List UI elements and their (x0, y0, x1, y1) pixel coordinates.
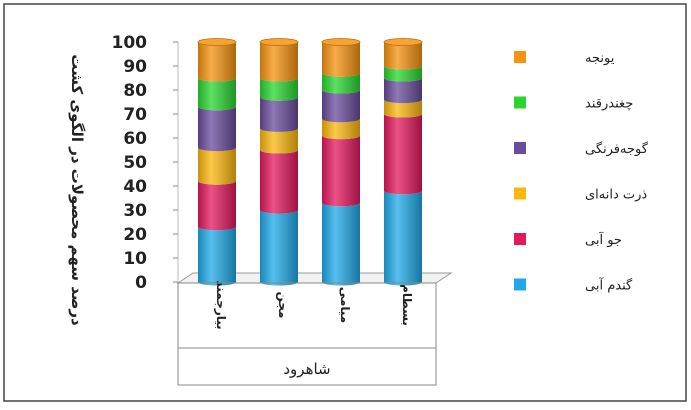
legend-swatch (514, 278, 526, 291)
bar-segment (384, 99, 422, 118)
bar-stack (197, 38, 237, 286)
legend-item: گوجه‌فرنگی (514, 141, 649, 157)
legend-item: یونجه (514, 51, 615, 66)
y-tick-label: 30 (123, 201, 147, 221)
bar-segment (384, 114, 422, 195)
bar-segment (322, 202, 360, 286)
bar-segment (384, 78, 422, 104)
legend-swatch (514, 96, 526, 109)
legend-label: یونجه (585, 51, 615, 66)
y-tick-label: 20 (123, 225, 147, 245)
bar-top-cap (321, 38, 361, 46)
y-tick-label: 80 (123, 81, 147, 101)
bar-segment (322, 42, 360, 77)
bar-top-cap (197, 38, 237, 46)
y-tick-label: 0 (135, 273, 147, 293)
y-tick-label: 100 (112, 33, 148, 53)
x-category-label: میامی (338, 287, 352, 323)
bar-top-cap (383, 38, 423, 46)
bar-segment (260, 210, 298, 286)
bar-segment (198, 42, 236, 82)
bar-segment (384, 190, 422, 286)
bar-segment (322, 135, 360, 207)
bar-segment (198, 226, 236, 286)
bar-stack (321, 38, 361, 286)
legend-swatch (514, 233, 526, 245)
x-category-label: بسطام (399, 284, 414, 326)
y-tick-label: 10 (123, 249, 147, 269)
bar-segment (384, 42, 422, 70)
bar-segment (322, 90, 360, 123)
bar-segment (198, 78, 236, 111)
y-tick-label: 70 (123, 105, 147, 125)
category-group-box (177, 282, 437, 386)
bar-segment (198, 147, 236, 185)
legend-label: گوجه‌فرنگی (585, 141, 649, 157)
legend-item: گندم آبی (514, 277, 633, 294)
y-tick-label: 40 (123, 177, 147, 197)
bar-segment (260, 42, 298, 82)
legend-swatch (514, 187, 526, 200)
y-tick-label: 50 (123, 153, 147, 173)
x-category-labels: بیارجمند مجن میامی بسطام (214, 280, 414, 329)
bar-segment (384, 66, 422, 82)
y-axis: 0 10 20 30 40 50 60 70 80 90 100 (112, 33, 179, 293)
bar-stack (259, 38, 299, 286)
legend-label: چغندرقند (585, 97, 633, 112)
bars (197, 38, 423, 286)
bar-segment (322, 118, 360, 140)
legend-swatch (514, 51, 526, 63)
bar-segment (198, 106, 236, 152)
legend-item: جو آبی (514, 231, 622, 248)
legend-label: ذرت دانه‌ای (585, 188, 647, 203)
bar-segment (260, 97, 298, 132)
y-tick-label: 60 (123, 129, 147, 149)
legend-label: گندم آبی (585, 277, 633, 294)
legend: یونجه چغندرقند گوجه‌فرنگی ذرت دانه‌ای جو آبی… (514, 51, 649, 294)
x-axis-label: شاهرود (283, 360, 330, 378)
legend-label: جو آبی (585, 231, 622, 248)
bar-segment (260, 150, 298, 214)
x-category-label: بیارجمند (214, 280, 228, 329)
bar-segment (260, 128, 298, 154)
y-tick-label: 90 (123, 57, 147, 77)
bar-segment (322, 73, 360, 94)
x-category-label: مجن (276, 292, 290, 319)
bar-segment (198, 181, 236, 231)
legend-swatch (514, 142, 526, 154)
legend-item: ذرت دانه‌ای (514, 187, 647, 203)
legend-item: چغندرقند (514, 96, 633, 112)
bar-segment (260, 78, 298, 101)
y-axis-label: درصد سهم محصولات در الگوی کشت (68, 54, 86, 326)
bar-stack (383, 38, 423, 286)
bar-top-cap (259, 38, 299, 46)
